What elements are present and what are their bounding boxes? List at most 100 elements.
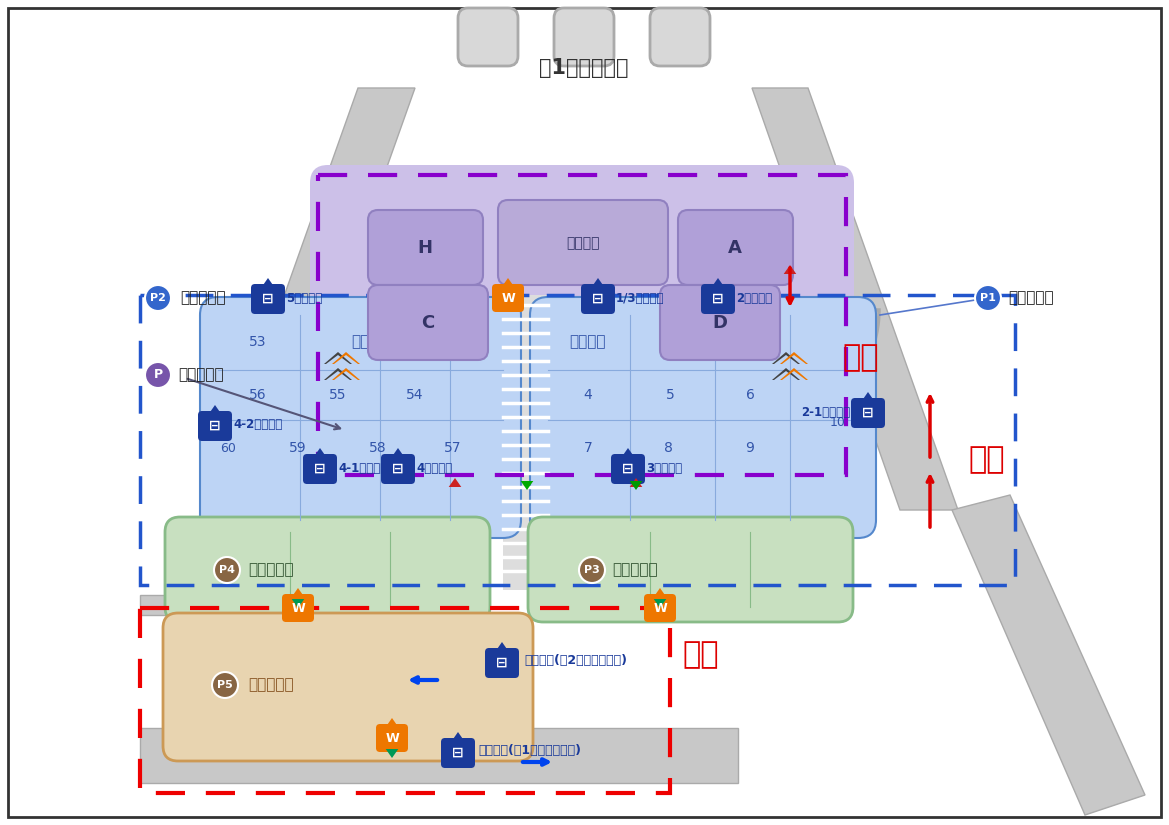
FancyBboxPatch shape [376,724,408,752]
FancyBboxPatch shape [198,411,231,441]
Polygon shape [390,448,404,458]
Text: 59: 59 [289,441,306,455]
Text: 5셔틀버스: 5셔틀버스 [286,291,323,304]
Circle shape [975,285,1001,311]
Text: 3셔틀버스: 3셔틀버스 [646,461,683,474]
Bar [140,295,1015,585]
Text: 57: 57 [444,441,462,455]
FancyBboxPatch shape [368,210,483,285]
Text: ⊟: ⊟ [712,292,724,306]
FancyBboxPatch shape [282,594,314,622]
Text: 주차타워: 주차타워 [569,334,607,350]
Polygon shape [752,88,959,510]
Bar [318,175,846,475]
Bar [140,728,738,783]
FancyBboxPatch shape [498,200,667,285]
Polygon shape [313,448,327,458]
Text: P: P [153,369,162,381]
Polygon shape [334,310,833,465]
Polygon shape [630,481,642,490]
Polygon shape [780,368,808,380]
FancyBboxPatch shape [303,454,337,484]
FancyBboxPatch shape [530,297,876,538]
Text: P5: P5 [217,680,233,690]
Bar [503,295,548,590]
Polygon shape [621,448,635,458]
Polygon shape [385,718,399,728]
Polygon shape [592,278,606,288]
Text: 장기주차장: 장기주차장 [1008,290,1053,305]
Polygon shape [208,88,415,510]
Polygon shape [520,481,533,490]
Polygon shape [653,588,667,598]
Text: C: C [421,314,435,332]
Polygon shape [502,278,516,288]
Text: 단기주차장: 단기주차장 [178,367,223,383]
Text: 1/3셔틀버스: 1/3셔틀버스 [616,291,664,304]
Text: 2셔틀버스: 2셔틀버스 [736,291,773,304]
Polygon shape [261,278,275,288]
Text: 교통센터: 교통센터 [566,236,600,250]
FancyBboxPatch shape [581,284,615,314]
Text: 10: 10 [830,416,846,428]
FancyBboxPatch shape [554,8,614,66]
Text: 60: 60 [220,441,236,455]
FancyBboxPatch shape [458,8,518,66]
Text: 54: 54 [407,388,423,402]
Text: H: H [417,239,433,257]
Polygon shape [292,599,304,608]
Text: ⊟: ⊟ [863,406,873,420]
Polygon shape [494,642,509,652]
Text: ⊟: ⊟ [314,462,326,476]
FancyBboxPatch shape [200,297,521,538]
Circle shape [145,285,171,311]
Text: 56: 56 [249,388,267,402]
Text: W: W [291,601,305,615]
Text: 4-1셔틀버스: 4-1셔틀버스 [338,461,387,474]
Polygon shape [952,495,1144,815]
Text: 장기주차장: 장기주차장 [180,290,226,305]
Polygon shape [324,352,352,364]
Text: P2: P2 [150,293,166,303]
Polygon shape [332,368,360,380]
Text: 8: 8 [664,441,672,455]
Text: ⊟: ⊟ [622,462,634,476]
Polygon shape [772,368,800,380]
Polygon shape [653,599,666,608]
Text: 3: 3 [726,335,734,349]
Text: 예약: 예약 [682,640,719,670]
Polygon shape [140,595,210,615]
Polygon shape [862,392,876,402]
Polygon shape [289,310,879,493]
Text: 제1여객터미널: 제1여객터미널 [539,58,629,78]
Polygon shape [630,478,642,487]
Text: P3: P3 [584,565,600,575]
Text: W: W [385,732,399,744]
Text: W: W [653,601,666,615]
Text: 53: 53 [249,335,267,349]
Polygon shape [291,588,305,598]
Text: 6: 6 [746,388,754,402]
Text: 7: 7 [583,441,593,455]
Circle shape [579,557,606,583]
Circle shape [212,672,238,698]
FancyBboxPatch shape [441,738,475,768]
Text: A: A [728,239,742,257]
Text: ⊟: ⊟ [209,419,221,433]
Text: 단기: 단기 [842,343,878,373]
FancyBboxPatch shape [162,613,533,761]
Text: 2-1셔틀버스: 2-1셔틀버스 [801,406,850,418]
FancyBboxPatch shape [381,454,415,484]
Text: 장기: 장기 [968,446,1004,474]
FancyBboxPatch shape [492,284,524,312]
Polygon shape [386,749,399,758]
Text: 장기주차장: 장기주차장 [248,563,293,578]
Polygon shape [772,352,800,364]
Text: 5: 5 [665,388,675,402]
Text: P4: P4 [219,565,235,575]
Polygon shape [711,278,725,288]
Text: ⊟: ⊟ [262,292,274,306]
FancyBboxPatch shape [851,398,885,428]
Circle shape [214,557,240,583]
FancyBboxPatch shape [678,210,793,285]
